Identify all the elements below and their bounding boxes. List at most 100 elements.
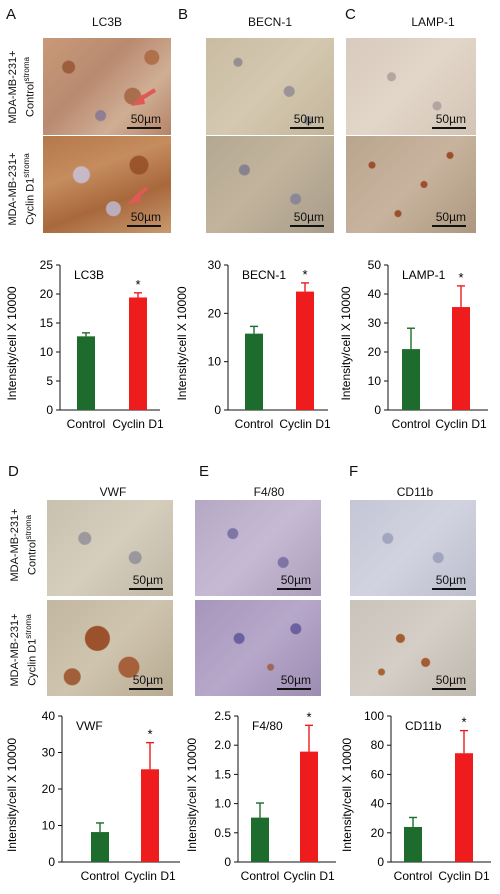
y-tick-label: 15 <box>40 316 54 330</box>
arrow-icon <box>131 88 157 106</box>
scale-bar <box>432 588 466 590</box>
micrograph-becn1-control: 50µm <box>206 38 334 135</box>
micrograph-becn1-cyclin: 50µm <box>206 136 334 233</box>
y-tick-label: 25 <box>40 258 54 272</box>
image-title-f480: F4/80 <box>253 485 285 499</box>
scale-bar <box>290 127 324 129</box>
scale-bar <box>127 127 161 129</box>
significance-marker: * <box>135 277 140 292</box>
y-tick-label: 80 <box>371 738 385 752</box>
bar-chart-lc3b: LC3B 0 5 10 15 20 25 Intensity/cell X 10000 Cont… <box>5 258 164 431</box>
y-axis-label: Intensity/cell X 10000 <box>5 738 19 852</box>
micrograph-cd11b-cyclin: 50µm <box>350 600 476 696</box>
scale-bar-label: 50µm <box>293 210 324 224</box>
y-tick-label: 50 <box>368 258 382 272</box>
x-tick-label: Control <box>241 869 280 883</box>
bar-control <box>404 826 422 862</box>
chart-title: BECN-1 <box>242 268 286 282</box>
bar-control <box>91 832 109 862</box>
scale-bar-label: 50µm <box>130 112 161 126</box>
bar-cyclin-d1 <box>129 297 147 410</box>
x-tick-label: Cyclin D1 <box>435 417 487 431</box>
scale-bar <box>277 688 311 690</box>
bar-cyclin-d1 <box>300 751 318 862</box>
y-tick-label: 2.0 <box>214 738 231 752</box>
bar-chart-cd11b: CD11b 0 20 40 60 80 100 Intensity/cell X 10000 C… <box>340 709 491 883</box>
micrograph-f480-control: 50µm <box>195 500 321 596</box>
scale-bar <box>432 688 466 690</box>
y-tick-label: 1.0 <box>214 797 231 811</box>
micrograph-cd11b-control: 50µm <box>350 500 476 596</box>
bar-chart-lamp1: LAMP-1 0 10 20 30 40 50 Intensity/cell X 10000 C… <box>339 258 488 431</box>
y-tick-label: 0.5 <box>214 826 231 840</box>
y-tick-label: 10 <box>368 374 382 388</box>
scale-bar <box>129 588 163 590</box>
panel-letter-d: D <box>8 463 19 480</box>
scale-bar-label: 50µm <box>132 673 163 687</box>
bar-control <box>402 349 420 410</box>
micrograph-vwf-cyclin: 50µm <box>47 600 173 696</box>
x-tick-label: Cyclin D1 <box>438 869 490 883</box>
y-tick-label: 0 <box>214 403 221 417</box>
x-tick-label: Cyclin D1 <box>112 417 164 431</box>
chart-title: CD11b <box>405 719 442 733</box>
panel-letter-c: C <box>345 6 356 23</box>
y-tick-label: 0 <box>46 403 53 417</box>
x-tick-label: Control <box>392 417 431 431</box>
scale-bar-label: 50µm <box>280 573 311 587</box>
scale-bar-label: 50µm <box>280 673 311 687</box>
chart-title: F4/80 <box>252 719 283 733</box>
scale-bar-label: 50µm <box>435 673 466 687</box>
x-tick-label: Cyclin D1 <box>124 869 176 883</box>
image-title-becn1: BECN-1 <box>247 15 292 29</box>
row-label-control-top: MDA-MB-231+ Controlstroma <box>7 50 37 124</box>
significance-marker: * <box>461 715 466 730</box>
panel-letter-e: E <box>199 463 210 480</box>
micrograph-f480-cyclin: 50µm <box>195 600 321 696</box>
y-axis-label: Intensity/cell X 10000 <box>339 286 353 400</box>
y-tick-label: 40 <box>371 797 385 811</box>
bar-cyclin-d1 <box>455 753 473 862</box>
micrograph-lamp1-control: 50µm <box>346 38 476 135</box>
y-axis-label: Intensity/cell X 10000 <box>5 286 19 400</box>
bar-cyclin-d1 <box>452 307 470 410</box>
x-tick-label: Control <box>81 869 120 883</box>
scale-bar-label: 50µm <box>435 112 466 126</box>
y-tick-label: 20 <box>40 287 54 301</box>
significance-marker: * <box>147 727 152 742</box>
y-tick-label: 10 <box>40 345 54 359</box>
y-tick-label: 0 <box>374 403 381 417</box>
y-tick-label: 30 <box>368 316 382 330</box>
chart-title: LAMP-1 <box>402 268 446 282</box>
y-tick-label: 40 <box>368 287 382 301</box>
y-tick-label: 1.5 <box>214 767 231 781</box>
x-tick-label: Control <box>67 417 106 431</box>
x-tick-label: Control <box>394 869 433 883</box>
y-tick-label: 20 <box>42 782 56 796</box>
micrograph-lc3b-control: 50µm <box>43 38 171 135</box>
image-title-vwf: VWF <box>99 485 127 499</box>
scale-bar-label: 50µm <box>293 112 324 126</box>
bar-control <box>77 336 95 410</box>
y-tick-label: 30 <box>208 258 222 272</box>
significance-marker: * <box>458 270 463 285</box>
scale-bar <box>127 225 161 227</box>
scale-bar <box>432 225 466 227</box>
y-tick-label: 30 <box>42 746 56 760</box>
y-tick-label: 10 <box>208 355 222 369</box>
bar-chart-vwf: VWF 0 10 20 30 40 Intensity/cell X 10000 Contro… <box>5 709 180 883</box>
y-tick-label: 2.5 <box>214 709 231 723</box>
bar-control <box>245 333 263 410</box>
panel-letter-f: F <box>349 463 359 480</box>
scale-bar-label: 50µm <box>132 573 163 587</box>
y-axis-label: Intensity/cell X 10000 <box>340 738 354 852</box>
y-tick-label: 20 <box>208 306 222 320</box>
micrograph-vwf-control: 50µm <box>47 500 173 596</box>
arrow-icon <box>127 186 149 204</box>
scale-bar-label: 50µm <box>130 210 161 224</box>
x-tick-label: Control <box>235 417 274 431</box>
row-label-control-bottom: MDA-MB-231+ Controlstroma <box>9 508 39 582</box>
image-title-lc3b: LC3B <box>91 15 123 29</box>
row-label-cyclin-top: MDA-MB-231+ Cyclin D1stroma <box>7 152 37 226</box>
x-tick-label: Cyclin D1 <box>283 869 335 883</box>
